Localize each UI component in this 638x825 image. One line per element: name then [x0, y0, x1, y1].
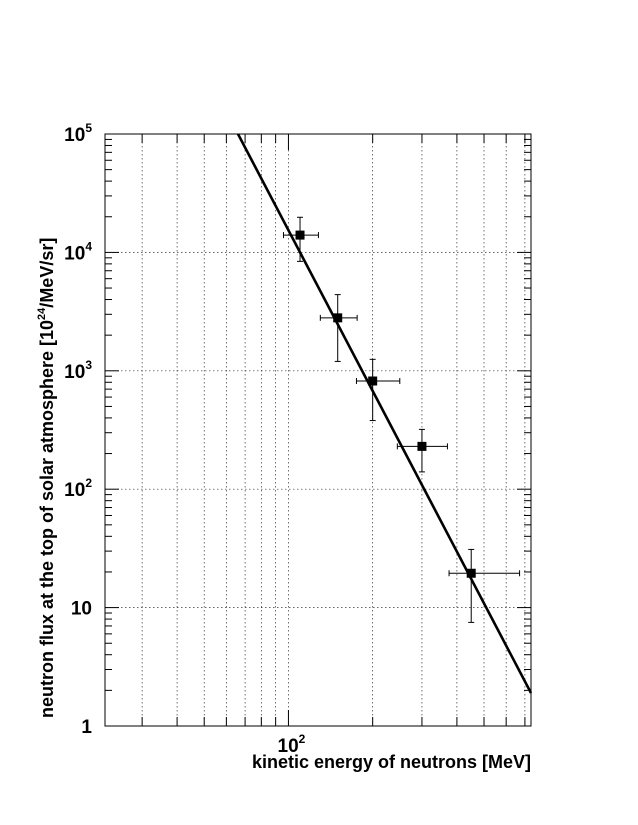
data-layer — [236, 133, 533, 694]
y-tick-label: 105 — [64, 121, 92, 146]
y-tick-label-base: 10 — [64, 125, 85, 146]
square-marker — [368, 376, 378, 386]
square-marker — [417, 441, 427, 451]
y-tick-label: 104 — [64, 239, 92, 264]
y-axis-title: neutron flux at the top of solar atmosph… — [36, 238, 57, 718]
y-tick-label-base: 10 — [64, 480, 85, 501]
square-marker — [333, 313, 343, 323]
square-marker — [295, 230, 305, 240]
y-tick-label: 102 — [64, 476, 92, 501]
y-tick-label-exp: 5 — [85, 121, 92, 135]
y-tick-label-base: 10 — [64, 362, 85, 383]
y-tick-label-base: 10 — [64, 243, 85, 264]
y-tick-label: 103 — [64, 358, 92, 383]
fit-line — [236, 133, 533, 694]
x-tick-label-base: 10 — [278, 736, 299, 757]
square-marker — [466, 568, 476, 578]
y-tick-label-exp: 2 — [85, 476, 92, 490]
x-tick-label-exp: 2 — [299, 732, 306, 746]
y-tick-label-exp: 4 — [85, 239, 92, 253]
grid — [105, 134, 531, 726]
y-tick-label-exp: 3 — [85, 358, 92, 372]
data-point — [319, 294, 358, 362]
y-axis-title-suffix: /MeV/sr] — [37, 238, 57, 308]
y-axis-title-exponent: 24 — [36, 307, 48, 320]
x-axis-title: kinetic energy of neutrons [MeV] — [252, 752, 531, 772]
data-point — [448, 548, 521, 623]
data-point — [355, 358, 401, 422]
data-point — [396, 428, 448, 473]
y-axis-title-prefix: neutron flux at the top of solar atmosph… — [37, 320, 57, 718]
plot-frame — [104, 133, 532, 727]
axis-ticks — [105, 133, 531, 727]
x-tick-label: 102 — [278, 732, 306, 757]
y-tick-label: 10 — [71, 599, 92, 620]
y-tick-label: 1 — [81, 717, 92, 738]
